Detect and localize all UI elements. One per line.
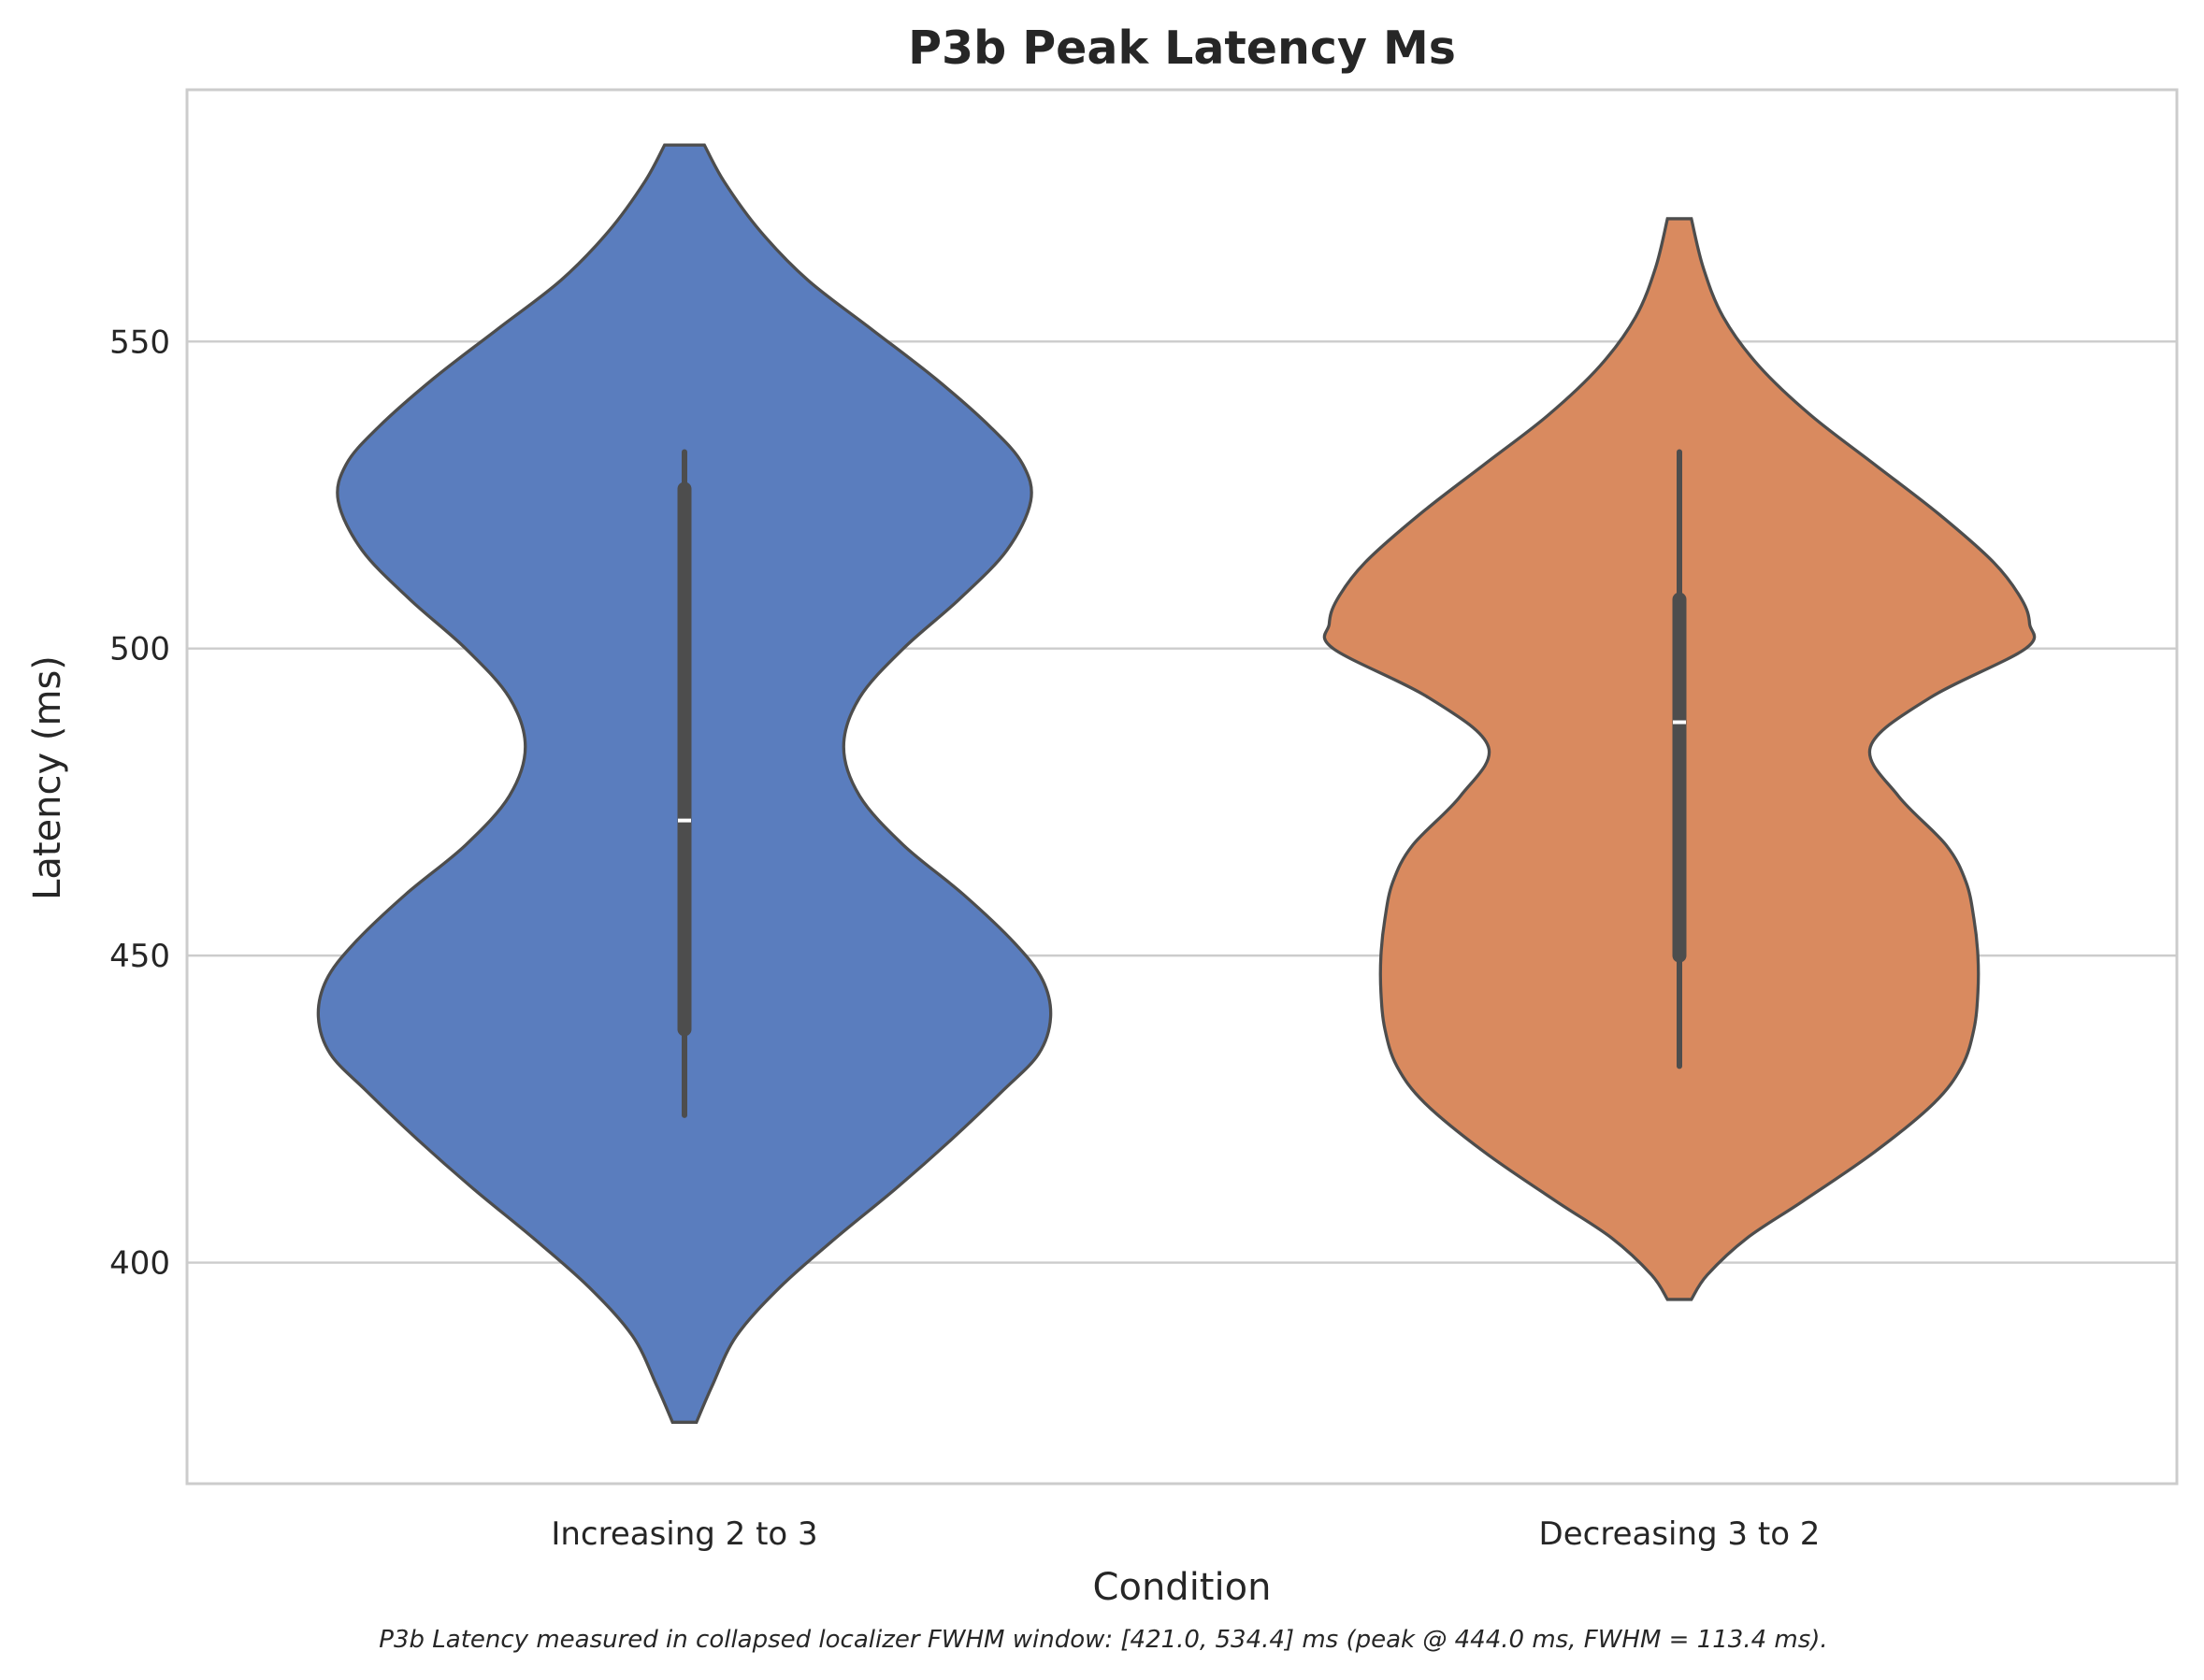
chart-title: P3b Peak Latency Ms bbox=[908, 22, 1456, 75]
y-tick-label: 450 bbox=[109, 938, 170, 975]
x-axis-ticks: Increasing 2 to 3 Decreasing 3 to 2 bbox=[551, 1515, 1820, 1553]
violin-group bbox=[316, 143, 1053, 1424]
y-axis-label: Latency (ms) bbox=[26, 655, 69, 900]
y-tick-label: 400 bbox=[109, 1245, 170, 1283]
violins bbox=[316, 143, 2037, 1424]
y-tick-label: 500 bbox=[109, 631, 170, 668]
x-axis-label: Condition bbox=[1093, 1566, 1272, 1609]
chart-caption: P3b Latency measured in collapsed locali… bbox=[379, 1626, 1827, 1654]
x-tick-label: Decreasing 3 to 2 bbox=[1539, 1515, 1821, 1553]
y-axis-ticks: 400 450 500 550 bbox=[109, 323, 170, 1282]
x-tick-label: Increasing 2 to 3 bbox=[551, 1515, 817, 1553]
plot-frame bbox=[185, 88, 2179, 1486]
violin-group bbox=[1322, 217, 2037, 1301]
y-tick-label: 550 bbox=[109, 323, 170, 361]
